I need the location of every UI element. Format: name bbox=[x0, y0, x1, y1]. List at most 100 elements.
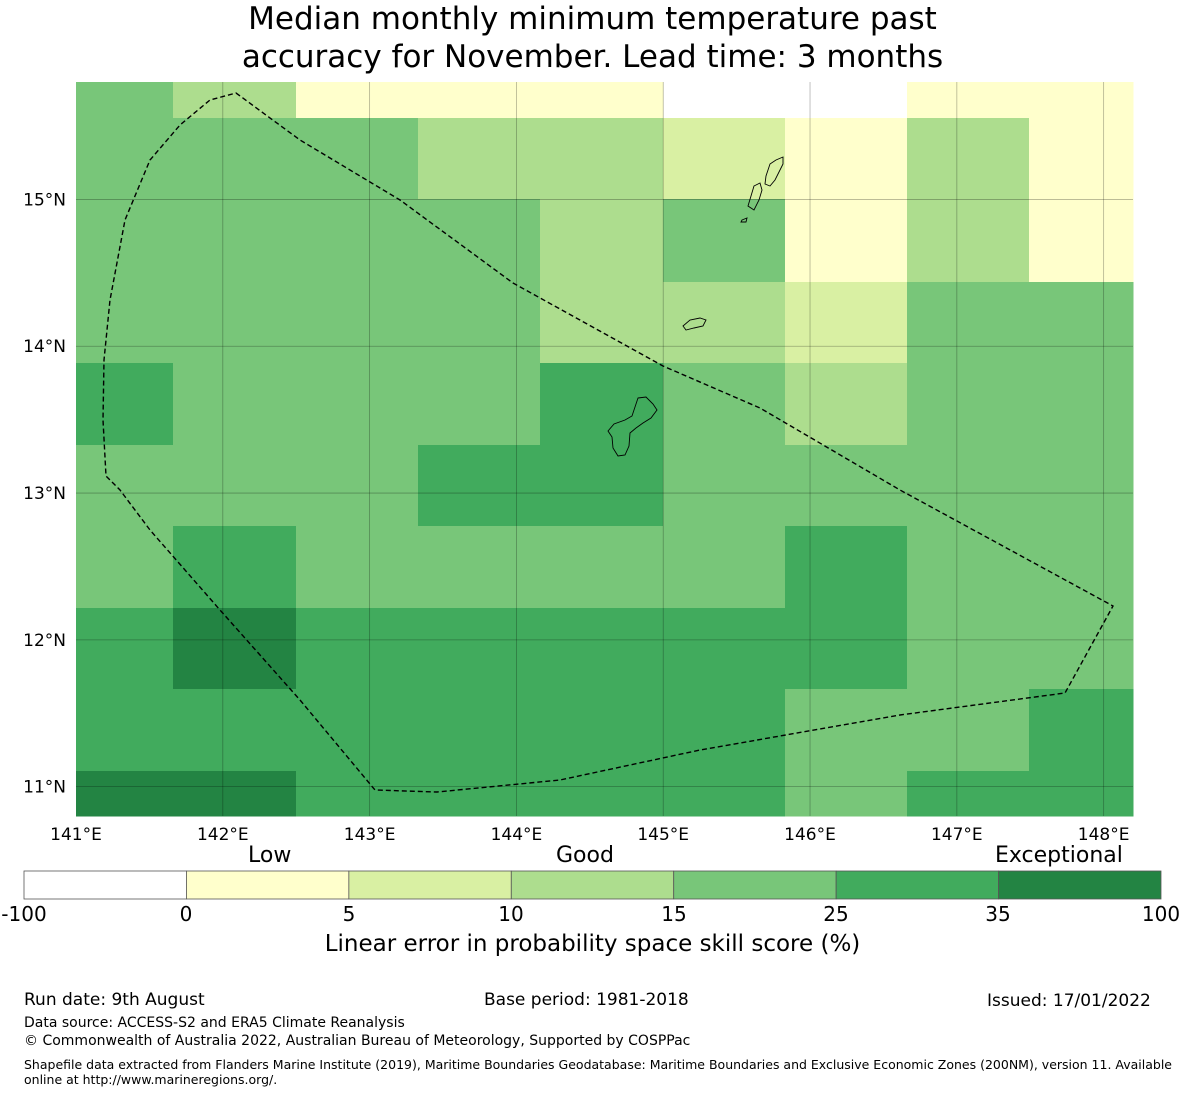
skill-cell bbox=[1029, 771, 1134, 817]
skill-cell bbox=[76, 771, 174, 817]
skill-cell bbox=[1029, 608, 1134, 690]
islands bbox=[607, 156, 784, 457]
skill-cell bbox=[76, 282, 174, 364]
skill-cell bbox=[907, 82, 1030, 119]
skill-cell bbox=[907, 689, 1030, 772]
skill-cell bbox=[907, 771, 1030, 817]
skill-cell bbox=[1029, 526, 1134, 609]
shapefile-credit: Shapefile data extracted from Flanders M… bbox=[24, 1057, 1172, 1087]
lon-tick-label: 147°E bbox=[931, 825, 983, 845]
skill-cell bbox=[173, 608, 297, 690]
skill-cell bbox=[663, 689, 786, 772]
skill-cell bbox=[296, 689, 419, 772]
lat-tick-label: 13°N bbox=[23, 484, 66, 504]
lon-tick-label: 148°E bbox=[1078, 825, 1130, 845]
lat-tick-label: 11°N bbox=[23, 778, 66, 798]
colorbar-label-low: Low bbox=[248, 843, 292, 868]
skill-cell bbox=[663, 526, 786, 609]
eez-boundary bbox=[102, 92, 1114, 793]
data-source: Data source: ACCESS-S2 and ERA5 Climate … bbox=[24, 1015, 405, 1031]
colorbar-tick: 0 bbox=[179, 902, 193, 926]
lon-tick-label: 146°E bbox=[784, 825, 836, 845]
colorbar-label-exceptional: Exceptional bbox=[995, 843, 1123, 868]
skill-cell bbox=[785, 526, 908, 609]
skill-cell bbox=[418, 445, 541, 527]
skill-cell bbox=[418, 199, 541, 283]
lon-tick-label: 142°E bbox=[197, 825, 249, 845]
graticule bbox=[76, 82, 1133, 816]
skill-cell bbox=[296, 526, 419, 609]
lon-tick-label: 141°E bbox=[50, 825, 102, 845]
skill-cell bbox=[418, 771, 541, 817]
skill-cell bbox=[663, 363, 786, 446]
skill-cell bbox=[663, 118, 786, 200]
colorbar-tick: 5 bbox=[342, 902, 356, 926]
skill-cell bbox=[76, 82, 174, 119]
colorbar-tick: 10 bbox=[498, 902, 524, 926]
lon-tick-label: 144°E bbox=[491, 825, 543, 845]
colorbar-swatch bbox=[348, 870, 512, 900]
skill-cell bbox=[296, 82, 419, 119]
skill-cell bbox=[663, 445, 786, 527]
skill-grid bbox=[76, 82, 1134, 817]
base-period: Base period: 1981-2018 bbox=[484, 990, 689, 1010]
colorbar-tick: 35 bbox=[985, 902, 1011, 926]
skill-cell bbox=[173, 526, 297, 609]
colorbar-swatch bbox=[23, 870, 187, 900]
rota-island bbox=[682, 317, 707, 331]
skill-cell bbox=[907, 363, 1030, 446]
skill-cell bbox=[296, 282, 419, 364]
issued-date: Issued: 17/01/2022 bbox=[987, 991, 1151, 1011]
skill-cell bbox=[663, 771, 786, 817]
colorbar bbox=[23, 870, 1162, 900]
colorbar-title: Linear error in probability space skill … bbox=[324, 931, 861, 957]
skill-cell bbox=[296, 445, 419, 527]
run-date: Run date: 9th August bbox=[24, 990, 205, 1010]
skill-cell bbox=[76, 608, 174, 690]
colorbar-swatch bbox=[835, 870, 999, 900]
skill-cell bbox=[785, 689, 908, 772]
skill-cell bbox=[785, 118, 908, 200]
skill-cell bbox=[785, 608, 908, 690]
skill-cell bbox=[785, 445, 908, 527]
skill-cell bbox=[663, 282, 786, 364]
tinian-island bbox=[747, 182, 763, 211]
skill-cell bbox=[907, 608, 1030, 690]
skill-cell bbox=[76, 445, 174, 527]
skill-cell bbox=[173, 118, 297, 200]
skill-cell bbox=[173, 363, 297, 446]
skill-cell bbox=[663, 199, 786, 283]
skill-cell bbox=[907, 282, 1030, 364]
colorbar-swatch bbox=[673, 870, 837, 900]
skill-cell bbox=[418, 82, 541, 119]
skill-cell bbox=[540, 526, 664, 609]
colorbar-tick: 100 bbox=[1141, 902, 1181, 926]
skill-cell bbox=[540, 282, 664, 364]
skill-cell bbox=[1029, 199, 1134, 283]
colorbar-tick: 25 bbox=[823, 902, 849, 926]
skill-cell bbox=[76, 526, 174, 609]
colorbar-swatch bbox=[998, 870, 1162, 900]
skill-cell bbox=[296, 118, 419, 200]
skill-cell bbox=[76, 118, 174, 200]
lon-tick-label: 145°E bbox=[637, 825, 689, 845]
skill-cell bbox=[173, 445, 297, 527]
colorbar-swatch bbox=[186, 870, 350, 900]
skill-cell bbox=[663, 608, 786, 690]
title-line-2: accuracy for November. Lead time: 3 mont… bbox=[241, 39, 944, 75]
skill-cell bbox=[540, 199, 664, 283]
skill-cell bbox=[418, 526, 541, 609]
skill-cell bbox=[173, 771, 297, 817]
lat-tick-label: 14°N bbox=[23, 337, 66, 357]
lat-tick-label: 15°N bbox=[23, 190, 66, 210]
skill-cell bbox=[173, 282, 297, 364]
skill-cell bbox=[1029, 445, 1134, 527]
map-title: Median monthly minimum temperature past … bbox=[0, 0, 1185, 76]
skill-cell bbox=[1029, 282, 1134, 364]
skill-cell bbox=[296, 771, 419, 817]
skill-cell bbox=[785, 282, 908, 364]
skill-cell bbox=[76, 689, 174, 772]
skill-cell bbox=[296, 608, 419, 690]
saipan-island bbox=[764, 156, 784, 187]
